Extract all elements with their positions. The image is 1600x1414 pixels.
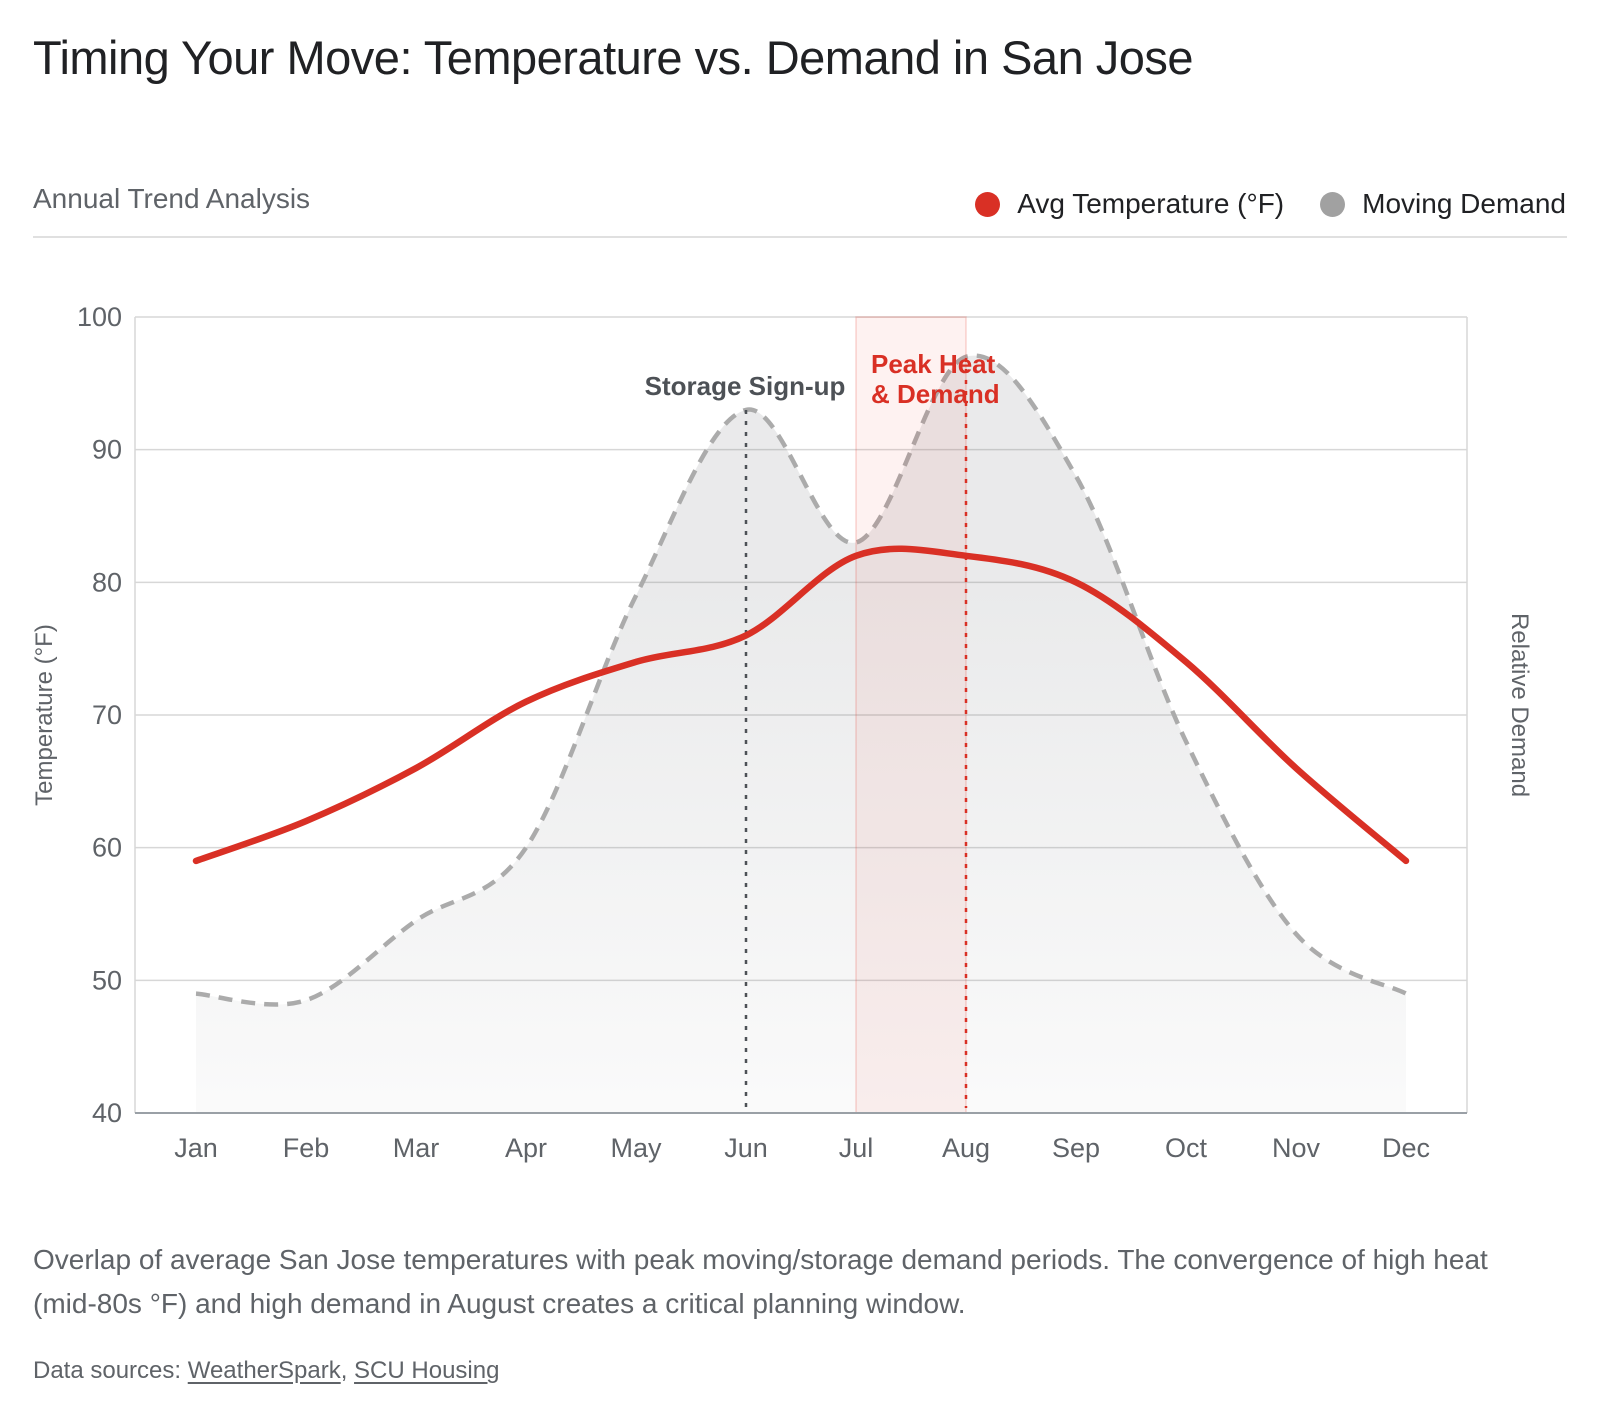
source-link-weatherspark[interactable]: WeatherSpark xyxy=(187,1357,341,1384)
svg-text:Aug: Aug xyxy=(942,1133,990,1163)
sources-separator: , xyxy=(340,1357,355,1384)
x-axis-ticks: Jan Feb Mar Apr May Jun Jul Aug Sep Oct Nov Dec xyxy=(174,1133,1430,1163)
svg-text:Peak Heat: Peak Heat xyxy=(871,349,996,379)
legend-item-temperature[interactable]: Avg Temperature (°F) xyxy=(975,188,1284,220)
temperature-line xyxy=(192,545,1410,865)
chart-caption: Overlap of average San Jose temperatures… xyxy=(33,1244,1488,1319)
svg-text:Mar: Mar xyxy=(393,1133,440,1163)
storage-signup-label: Storage Sign-up xyxy=(645,371,846,401)
svg-text:Feb: Feb xyxy=(283,1133,330,1163)
svg-text:70: 70 xyxy=(92,700,122,730)
legend-label-demand: Moving Demand xyxy=(1362,188,1566,219)
svg-text:Oct: Oct xyxy=(1165,1133,1208,1163)
chart-subtitle: Annual Trend Analysis xyxy=(33,183,311,214)
data-sources: Data sources: WeatherSpark, SCU Housing xyxy=(33,1357,499,1385)
svg-text:& Demand: & Demand xyxy=(871,379,1000,409)
trend-chart: 40 50 60 70 80 90 100 Storage Sign-up Peak Heat&… xyxy=(31,302,1533,1163)
y-axis-title: Temperature (°F) xyxy=(31,624,58,806)
legend-dot-temperature-icon xyxy=(975,191,1001,217)
svg-text:100: 100 xyxy=(77,302,122,332)
svg-text:60: 60 xyxy=(92,833,122,863)
sources-prefix: Data sources: xyxy=(33,1357,188,1384)
svg-text:Jul: Jul xyxy=(839,1133,874,1163)
header-divider xyxy=(33,236,1567,238)
svg-text:Jun: Jun xyxy=(724,1133,768,1163)
svg-text:80: 80 xyxy=(92,567,122,597)
svg-text:May: May xyxy=(610,1133,662,1163)
svg-text:50: 50 xyxy=(92,965,122,995)
peak-heat-demand-label: Peak Heat& Demand xyxy=(871,349,1000,409)
page-title: Timing Your Move: Temperature vs. Demand… xyxy=(33,31,1194,84)
demand-line xyxy=(195,353,1408,1007)
peak-band xyxy=(855,316,967,1114)
y-axis-ticks: 40 50 60 70 80 90 100 xyxy=(77,302,122,1128)
svg-text:Jan: Jan xyxy=(174,1133,218,1163)
svg-text:Nov: Nov xyxy=(1272,1133,1321,1163)
legend-label-temperature: Avg Temperature (°F) xyxy=(1017,188,1285,219)
source-link-scu-housing[interactable]: SCU Housing xyxy=(354,1357,500,1384)
svg-text:90: 90 xyxy=(92,435,122,465)
svg-text:Sep: Sep xyxy=(1052,1133,1100,1163)
y2-axis-title: Relative Demand xyxy=(1506,613,1533,797)
demand-area xyxy=(196,355,1406,1113)
legend-item-demand[interactable]: Moving Demand xyxy=(1320,188,1566,220)
legend: Avg Temperature (°F) Moving Demand xyxy=(975,188,1566,220)
legend-dot-demand-icon xyxy=(1320,191,1346,217)
svg-text:Apr: Apr xyxy=(505,1133,547,1163)
svg-text:40: 40 xyxy=(92,1098,122,1128)
svg-text:Dec: Dec xyxy=(1382,1133,1430,1163)
